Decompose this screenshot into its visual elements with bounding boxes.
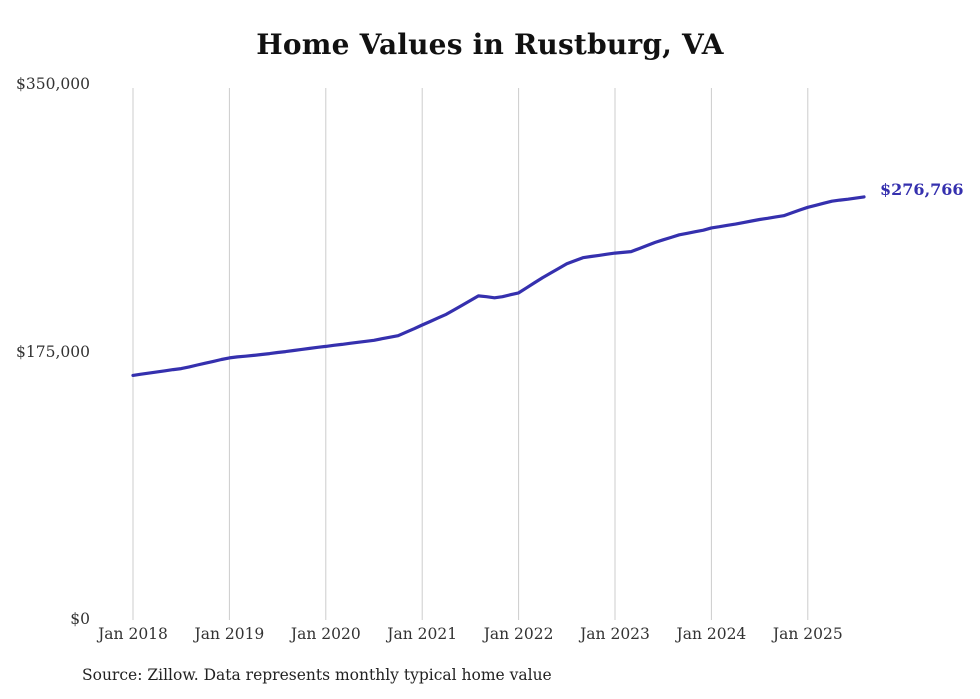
home-value-line <box>131 195 866 377</box>
x-axis-tick-label: Jan 2025 <box>772 625 843 643</box>
x-axis-tick-label: Jan 2024 <box>676 625 747 643</box>
source-note: Source: Zillow. Data represents monthly … <box>82 666 552 684</box>
y-axis-tick-label: $175,000 <box>16 342 90 361</box>
chart-title: Home Values in Rustburg, VA <box>256 28 724 61</box>
y-axis-tick-label: $0 <box>70 610 90 628</box>
x-axis-tick-label: Jan 2022 <box>483 625 554 643</box>
end-value-label: $276,766 <box>880 179 964 199</box>
x-axis-tick-label: Jan 2020 <box>290 625 361 643</box>
x-axis-tick-label: Jan 2023 <box>580 625 650 643</box>
x-axis-tick-label: Jan 2021 <box>387 625 458 643</box>
y-axis-tick-label: $350,000 <box>16 75 90 93</box>
x-axis-tick-label: Jan 2019 <box>194 625 265 643</box>
x-axis-tick-label: Jan 2018 <box>98 625 168 643</box>
